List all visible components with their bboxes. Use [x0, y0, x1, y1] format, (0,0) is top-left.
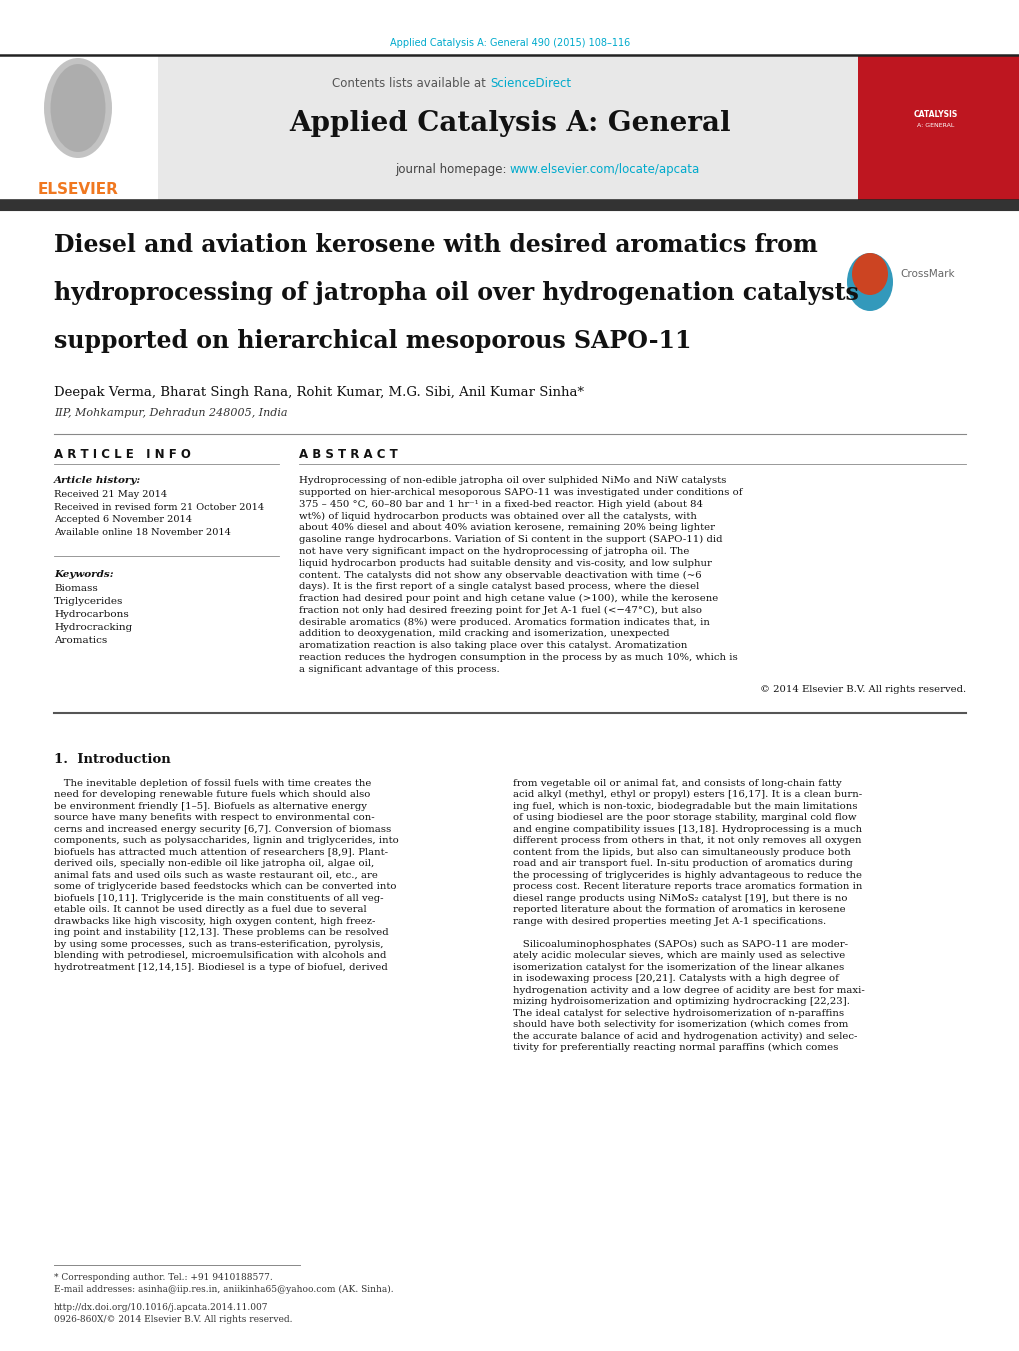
Text: hydrogenation activity and a low degree of acidity are best for maxi-: hydrogenation activity and a low degree …	[513, 986, 864, 994]
Ellipse shape	[51, 63, 105, 153]
Text: ELSEVIER: ELSEVIER	[38, 182, 118, 197]
Text: A R T I C L E   I N F O: A R T I C L E I N F O	[54, 449, 191, 461]
Bar	[857, 55, 1019, 200]
Text: source have many benefits with respect to environmental con-: source have many benefits with respect t…	[54, 813, 374, 823]
Text: tivity for preferentially reacting normal paraffins (which comes: tivity for preferentially reacting norma…	[513, 1043, 838, 1052]
Text: fraction not only had desired freezing point for Jet A-1 fuel (<−47°C), but also: fraction not only had desired freezing p…	[299, 605, 701, 615]
Text: CATALYSIS: CATALYSIS	[913, 109, 957, 119]
Text: derived oils, specially non-edible oil like jatropha oil, algae oil,: derived oils, specially non-edible oil l…	[54, 859, 374, 869]
Text: www.elsevier.com/locate/apcata: www.elsevier.com/locate/apcata	[510, 163, 700, 176]
Text: animal fats and used oils such as waste restaurant oil, etc., are: animal fats and used oils such as waste …	[54, 870, 377, 880]
Text: Silicoaluminophosphates (SAPOs) such as SAPO-11 are moder-: Silicoaluminophosphates (SAPOs) such as …	[513, 939, 847, 948]
Text: © 2014 Elsevier B.V. All rights reserved.: © 2014 Elsevier B.V. All rights reserved…	[759, 685, 965, 693]
Text: reaction reduces the hydrogen consumption in the process by as much 10%, which i: reaction reduces the hydrogen consumptio…	[299, 653, 737, 662]
Text: 375 – 450 °C, 60–80 bar and 1 hr⁻¹ in a fixed-bed reactor. High yield (about 84: 375 – 450 °C, 60–80 bar and 1 hr⁻¹ in a …	[299, 500, 702, 509]
Text: biofuels has attracted much attention of researchers [8,9]. Plant-: biofuels has attracted much attention of…	[54, 847, 387, 857]
Text: road and air transport fuel. In-situ production of aromatics during: road and air transport fuel. In-situ pro…	[513, 859, 852, 869]
Text: Contents lists available at: Contents lists available at	[332, 77, 489, 91]
Text: ScienceDirect: ScienceDirect	[489, 77, 571, 91]
Text: gasoline range hydrocarbons. Variation of Si content in the support (SAPO-11) di: gasoline range hydrocarbons. Variation o…	[299, 535, 721, 544]
Text: about 40% diesel and about 40% aviation kerosene, remaining 20% being lighter: about 40% diesel and about 40% aviation …	[299, 523, 714, 532]
Text: diesel range products using NiMoS₂ catalyst [19], but there is no: diesel range products using NiMoS₂ catal…	[513, 893, 847, 902]
Text: etable oils. It cannot be used directly as a fuel due to several: etable oils. It cannot be used directly …	[54, 905, 366, 915]
Text: and engine compatibility issues [13,18]. Hydroprocessing is a much: and engine compatibility issues [13,18].…	[513, 824, 861, 834]
Text: range with desired properties meeting Jet A-1 specifications.: range with desired properties meeting Je…	[513, 916, 825, 925]
Bar	[158, 55, 857, 200]
Text: in isodewaxing process [20,21]. Catalysts with a high degree of: in isodewaxing process [20,21]. Catalyst…	[513, 974, 838, 984]
Ellipse shape	[44, 58, 112, 158]
Text: journal homepage:: journal homepage:	[394, 163, 510, 176]
Text: content from the lipids, but also can simultaneously produce both: content from the lipids, but also can si…	[513, 847, 850, 857]
Ellipse shape	[846, 253, 892, 311]
Text: Diesel and aviation kerosene with desired aromatics from: Diesel and aviation kerosene with desire…	[54, 232, 817, 257]
Text: Hydrocracking: Hydrocracking	[54, 623, 132, 632]
Text: Article history:: Article history:	[54, 476, 141, 485]
Text: liquid hydrocarbon products had suitable density and vis-cosity, and low sulphur: liquid hydrocarbon products had suitable…	[299, 558, 711, 567]
Text: cerns and increased energy security [6,7]. Conversion of biomass: cerns and increased energy security [6,7…	[54, 824, 391, 834]
Text: isomerization catalyst for the isomerization of the linear alkanes: isomerization catalyst for the isomeriza…	[513, 963, 844, 971]
Text: Applied Catalysis A: General: Applied Catalysis A: General	[289, 109, 730, 136]
Text: Hydroprocessing of non-edible jatropha oil over sulphided NiMo and NiW catalysts: Hydroprocessing of non-edible jatropha o…	[299, 476, 726, 485]
Text: ing fuel, which is non-toxic, biodegradable but the main limitations: ing fuel, which is non-toxic, biodegrada…	[513, 801, 857, 811]
Text: a significant advantage of this process.: a significant advantage of this process.	[299, 665, 499, 674]
Text: need for developing renewable future fuels which should also: need for developing renewable future fue…	[54, 790, 370, 798]
Text: Triglycerides: Triglycerides	[54, 597, 123, 607]
Text: IIP, Mohkampur, Dehradun 248005, India: IIP, Mohkampur, Dehradun 248005, India	[54, 408, 287, 417]
Text: some of triglyceride based feedstocks which can be converted into: some of triglyceride based feedstocks wh…	[54, 882, 396, 892]
Text: be environment friendly [1–5]. Biofuels as alternative energy: be environment friendly [1–5]. Biofuels …	[54, 801, 367, 811]
Text: Aromatics: Aromatics	[54, 636, 107, 644]
Ellipse shape	[851, 253, 888, 295]
Text: ately acidic molecular sieves, which are mainly used as selective: ately acidic molecular sieves, which are…	[513, 951, 845, 961]
Text: content. The catalysts did not show any observable deactivation with time (~6: content. The catalysts did not show any …	[299, 570, 701, 580]
Text: desirable aromatics (8%) were produced. Aromatics formation indicates that, in: desirable aromatics (8%) were produced. …	[299, 617, 709, 627]
Text: mizing hydroisomerization and optimizing hydrocracking [22,23].: mizing hydroisomerization and optimizing…	[513, 997, 849, 1006]
Text: acid alkyl (methyl, ethyl or propyl) esters [16,17]. It is a clean burn-: acid alkyl (methyl, ethyl or propyl) est…	[513, 790, 861, 800]
Text: CrossMark: CrossMark	[899, 269, 954, 280]
Text: Hydrocarbons: Hydrocarbons	[54, 611, 128, 619]
Text: of using biodiesel are the poor storage stability, marginal cold flow: of using biodiesel are the poor storage …	[513, 813, 856, 823]
Text: addition to deoxygenation, mild cracking and isomerization, unexpected: addition to deoxygenation, mild cracking…	[299, 630, 668, 639]
Text: The inevitable depletion of fossil fuels with time creates the: The inevitable depletion of fossil fuels…	[54, 778, 371, 788]
Text: * Corresponding author. Tel.: +91 9410188577.: * Corresponding author. Tel.: +91 941018…	[54, 1273, 272, 1282]
Text: blending with petrodiesel, microemulsification with alcohols and: blending with petrodiesel, microemulsifi…	[54, 951, 386, 961]
Text: 1.  Introduction: 1. Introduction	[54, 753, 170, 766]
Text: from vegetable oil or animal fat, and consists of long-chain fatty: from vegetable oil or animal fat, and co…	[513, 778, 841, 788]
Text: days). It is the first report of a single catalyst based process, where the dies: days). It is the first report of a singl…	[299, 582, 699, 592]
Text: ing point and instability [12,13]. These problems can be resolved: ing point and instability [12,13]. These…	[54, 928, 388, 938]
Text: http://dx.doi.org/10.1016/j.apcata.2014.11.007: http://dx.doi.org/10.1016/j.apcata.2014.…	[54, 1302, 268, 1312]
Text: The ideal catalyst for selective hydroisomerization of n-paraffins: The ideal catalyst for selective hydrois…	[513, 1009, 844, 1017]
Text: not have very significant impact on the hydroprocessing of jatropha oil. The: not have very significant impact on the …	[299, 547, 689, 555]
Text: biofuels [10,11]. Triglyceride is the main constituents of all veg-: biofuels [10,11]. Triglyceride is the ma…	[54, 893, 383, 902]
Text: Keywords:: Keywords:	[54, 570, 113, 580]
Text: reported literature about the formation of aromatics in kerosene: reported literature about the formation …	[513, 905, 845, 915]
Text: wt%) of liquid hydrocarbon products was obtained over all the catalysts, with: wt%) of liquid hydrocarbon products was …	[299, 512, 696, 520]
Text: the processing of triglycerides is highly advantageous to reduce the: the processing of triglycerides is highl…	[513, 870, 861, 880]
Text: by using some processes, such as trans-esterification, pyrolysis,: by using some processes, such as trans-e…	[54, 939, 383, 948]
Text: aromatization reaction is also taking place over this catalyst. Aromatization: aromatization reaction is also taking pl…	[299, 642, 687, 650]
Text: process cost. Recent literature reports trace aromatics formation in: process cost. Recent literature reports …	[513, 882, 861, 892]
Text: Accepted 6 November 2014: Accepted 6 November 2014	[54, 515, 192, 524]
Text: hydroprocessing of jatropha oil over hydrogenation catalysts: hydroprocessing of jatropha oil over hyd…	[54, 281, 858, 305]
Text: Received in revised form 21 October 2014: Received in revised form 21 October 2014	[54, 503, 264, 512]
Text: Deepak Verma, Bharat Singh Rana, Rohit Kumar, M.G. Sibi, Anil Kumar Sinha*: Deepak Verma, Bharat Singh Rana, Rohit K…	[54, 386, 584, 399]
Text: E-mail addresses: asinha@iip.res.in, aniikinha65@yahoo.com (AK. Sinha).: E-mail addresses: asinha@iip.res.in, ani…	[54, 1285, 393, 1294]
Text: supported on hierarchical mesoporous SAPO-11: supported on hierarchical mesoporous SAP…	[54, 330, 691, 353]
Text: drawbacks like high viscosity, high oxygen content, high freez-: drawbacks like high viscosity, high oxyg…	[54, 916, 375, 925]
Text: different process from others in that, it not only removes all oxygen: different process from others in that, i…	[513, 836, 861, 846]
Bar	[0, 55, 158, 200]
Text: Received 21 May 2014: Received 21 May 2014	[54, 490, 167, 499]
Text: Available online 18 November 2014: Available online 18 November 2014	[54, 527, 230, 536]
Text: 0926-860X/© 2014 Elsevier B.V. All rights reserved.: 0926-860X/© 2014 Elsevier B.V. All right…	[54, 1315, 292, 1324]
Text: should have both selectivity for isomerization (which comes from: should have both selectivity for isomeri…	[513, 1020, 848, 1029]
Text: A: GENERAL: A: GENERAL	[916, 123, 954, 128]
Text: fraction had desired pour point and high cetane value (>100), while the kerosene: fraction had desired pour point and high…	[299, 594, 717, 603]
Text: the accurate balance of acid and hydrogenation activity) and selec-: the accurate balance of acid and hydroge…	[513, 1032, 857, 1040]
Text: Applied Catalysis A: General 490 (2015) 108–116: Applied Catalysis A: General 490 (2015) …	[389, 38, 630, 49]
Text: A B S T R A C T: A B S T R A C T	[299, 449, 397, 461]
Text: supported on hier-archical mesoporous SAPO-11 was investigated under conditions : supported on hier-archical mesoporous SA…	[299, 488, 742, 497]
Text: hydrotreatment [12,14,15]. Biodiesel is a type of biofuel, derived: hydrotreatment [12,14,15]. Biodiesel is …	[54, 963, 387, 971]
Text: Biomass: Biomass	[54, 584, 98, 593]
Text: components, such as polysaccharides, lignin and triglycerides, into: components, such as polysaccharides, lig…	[54, 836, 398, 846]
